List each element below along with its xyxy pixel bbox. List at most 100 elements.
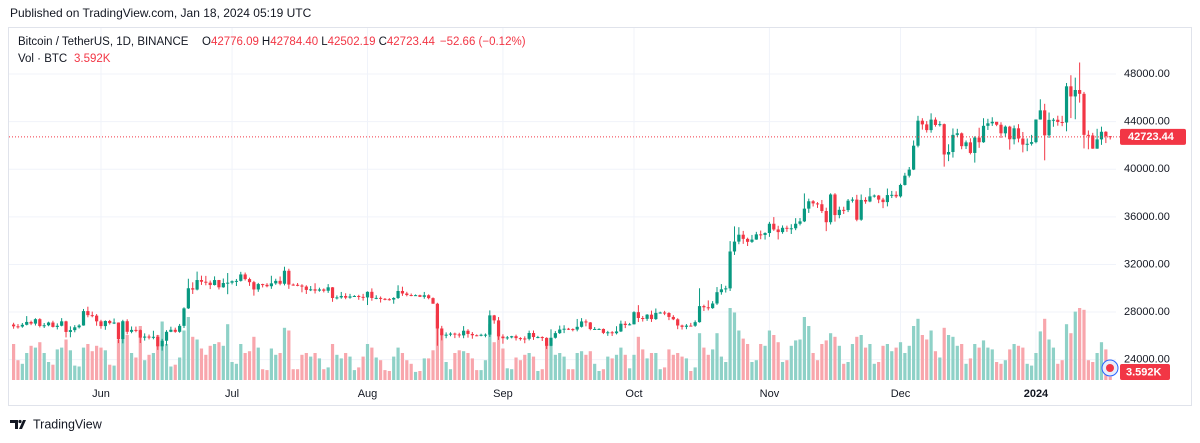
candle-body <box>405 293 409 296</box>
volume-bar <box>1021 347 1025 380</box>
volume-bar <box>658 369 662 380</box>
volume-bar <box>269 348 273 380</box>
candle-body <box>29 321 33 324</box>
candle-body <box>1104 131 1108 137</box>
volume-bar <box>265 370 269 380</box>
last-price-label: 42723.44 <box>1128 131 1175 143</box>
volume-bar <box>295 369 300 380</box>
volume-bar <box>1043 318 1047 380</box>
volume-bar <box>610 358 614 380</box>
candle-body <box>234 280 239 282</box>
candle-body <box>138 330 142 338</box>
candle-body <box>750 239 754 242</box>
volume-bar <box>553 354 557 380</box>
volume-bar <box>435 315 439 380</box>
volume-bar <box>868 344 872 380</box>
candle-body <box>772 223 776 230</box>
volume-bar <box>204 354 208 380</box>
candle-body <box>33 319 38 324</box>
volume-bar <box>523 354 527 380</box>
candle-body <box>1029 142 1034 144</box>
volume-bar <box>112 365 116 380</box>
candle-body <box>912 145 916 170</box>
candle-body <box>282 270 287 284</box>
candle-body <box>601 328 606 333</box>
candle-body <box>90 315 94 317</box>
volume-bar <box>230 362 234 380</box>
volume-bar <box>593 363 597 380</box>
volume-bar <box>693 367 697 380</box>
candle-body <box>295 284 300 286</box>
volume-bar <box>636 336 640 380</box>
volume-bar <box>12 344 16 380</box>
candle-body <box>527 332 531 339</box>
volume-bar <box>824 340 828 380</box>
volume-bar <box>614 354 619 380</box>
volume-bar <box>405 360 409 380</box>
candle-body <box>619 323 623 332</box>
volume-tag <box>1120 364 1170 380</box>
candle-body <box>1056 119 1060 123</box>
volume-bar <box>1047 339 1051 380</box>
volume-bar <box>890 351 894 380</box>
candle-body <box>440 328 444 336</box>
volume-bar <box>794 340 798 380</box>
candle-body <box>322 289 326 291</box>
candle-body <box>38 319 42 326</box>
candle-body <box>986 123 990 126</box>
candle-body <box>361 296 365 298</box>
candle-body <box>811 201 815 204</box>
candle-body <box>339 295 343 298</box>
volume-bar <box>1025 363 1029 380</box>
volume-bar <box>422 358 426 380</box>
candle-body <box>348 296 352 298</box>
candle-body <box>794 223 798 229</box>
candle-body <box>754 234 758 240</box>
ohlc-prefix: O <box>202 36 211 48</box>
candle-body <box>274 280 278 284</box>
candle-body <box>824 211 828 223</box>
candle-body <box>492 315 496 321</box>
volume-bar <box>977 347 981 380</box>
volume-bar <box>540 369 544 380</box>
volume-bar <box>1073 311 1077 380</box>
candle-body <box>413 295 418 297</box>
volume-bar <box>946 335 951 380</box>
volume-bar <box>147 354 151 380</box>
volume-bar <box>846 362 850 380</box>
volume-bar <box>789 345 793 380</box>
volume-bar <box>807 326 811 380</box>
volume-bar <box>151 353 156 380</box>
volume-bar <box>903 353 907 380</box>
candle-body <box>1038 110 1042 120</box>
volume-bar <box>990 349 994 380</box>
volume-bar <box>815 360 820 380</box>
candle-body <box>431 298 435 304</box>
candle-body <box>147 336 151 338</box>
x-tick-label: Sep <box>493 388 513 400</box>
candle-body <box>968 142 973 153</box>
volume-bar <box>776 342 780 380</box>
candle-body <box>628 324 632 326</box>
candle-body <box>1034 119 1038 143</box>
footer-logo <box>10 419 26 429</box>
volume-bar <box>536 371 540 380</box>
candle-body <box>134 329 138 331</box>
candle-body <box>614 331 619 334</box>
volume-bar <box>291 369 295 380</box>
volume-bar <box>169 366 173 380</box>
candle-body <box>898 184 903 197</box>
volume-bar <box>378 360 383 380</box>
volume-bar <box>575 353 579 380</box>
candle-body <box>964 142 968 147</box>
volume-bar <box>462 351 466 380</box>
candle-body <box>156 336 160 347</box>
candle-body <box>129 329 134 332</box>
candle-body <box>370 291 374 299</box>
candle-body <box>1082 93 1086 135</box>
volume-bar <box>313 353 317 380</box>
volume-bar <box>689 371 693 380</box>
candle-body <box>204 281 208 283</box>
candle-body <box>46 322 51 326</box>
volume-bar <box>492 342 496 380</box>
